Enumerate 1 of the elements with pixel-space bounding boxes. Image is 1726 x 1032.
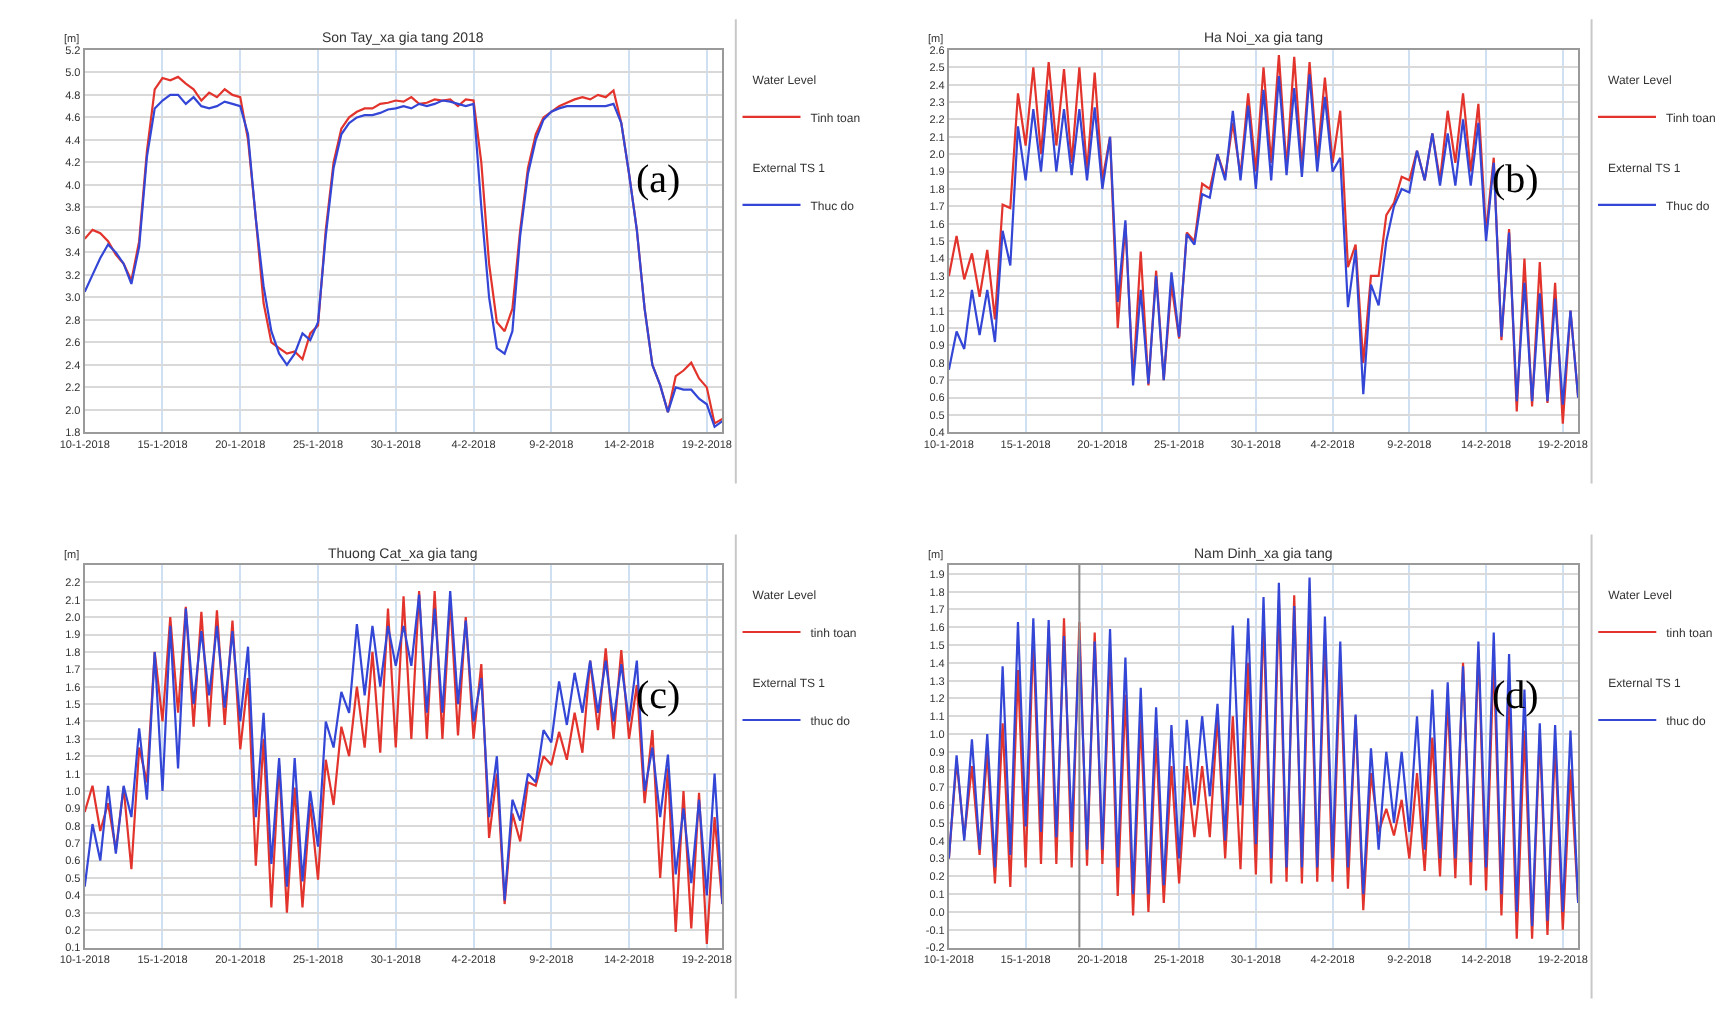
- annotation: (a): [636, 158, 681, 202]
